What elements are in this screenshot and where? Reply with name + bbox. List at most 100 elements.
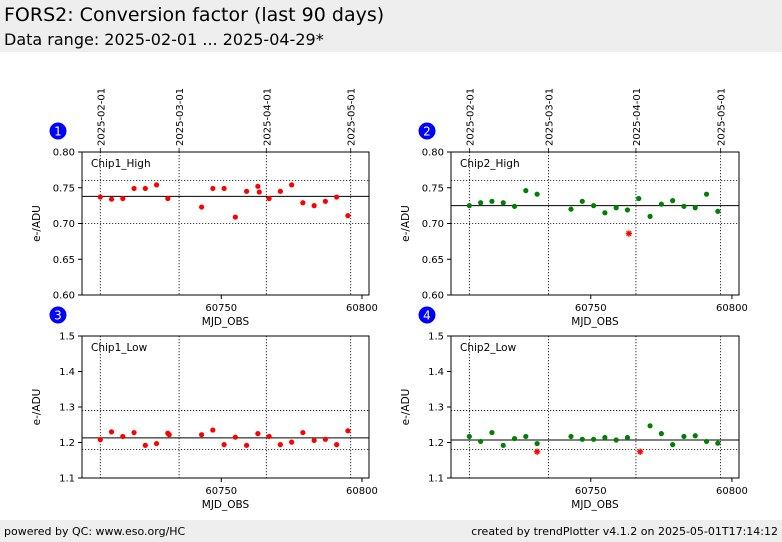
data-point [534,191,540,197]
x-tick-label: 60800 [346,303,378,314]
data-point [624,207,631,213]
data-point [613,437,619,443]
data-point [602,210,608,216]
y-tick-label: 1.1 [428,474,444,485]
y-tick-label: 1.5 [59,332,75,343]
x-axis-label: MJD_OBS [571,316,619,328]
panel-number-badge [49,122,67,140]
date-tick-label: 2025-03-01 [544,88,555,146]
data-point [523,433,529,440]
data-point [345,213,351,219]
data-point [579,198,585,204]
panel-number: 3 [54,309,62,323]
trend-plots: 2025-02-01 2025-03-01 2025-04-01 2025-05-01… [31,88,748,511]
date-tick-label: 2025-03-01 [175,88,186,146]
data-point [244,188,250,194]
data-point [153,182,160,188]
data-point [210,427,216,433]
report-header: FORS2: Conversion factor (last 90 days) … [0,0,782,52]
data-point [256,189,262,195]
data-point [131,429,137,436]
plot-frame [450,335,740,479]
data-point [523,188,529,194]
data-point [221,442,227,448]
data-point [266,433,272,440]
data-point [266,195,272,202]
data-point [715,208,721,214]
panel-number: 4 [423,309,431,323]
data-point [255,183,261,189]
data-point [681,203,687,209]
panel-label: Chip1_Low [91,342,148,354]
data-point [300,200,306,206]
data-point [221,185,227,192]
data-point [670,442,676,448]
data-point [131,185,137,192]
x-axis-label: MJD_OBS [202,316,250,328]
y-tick-label: 0.80 [53,148,75,159]
data-point [590,203,597,209]
data-point [97,194,103,200]
y-tick-label: 0.65 [53,255,75,266]
x-tick-label: 60800 [716,303,748,314]
date-tick-label: 2025-05-01 [347,88,358,146]
x-tick-label: 60750 [575,303,607,314]
date-tick-label: 2025-02-01 [465,88,476,146]
data-point [703,438,710,445]
panel-number: 2 [423,125,431,139]
data-point [500,442,506,448]
data-point [478,200,484,206]
data-point [232,214,238,220]
data-point [568,433,574,440]
data-point [568,206,574,212]
data-point [647,213,653,219]
data-point [334,194,340,200]
data-point [500,200,506,206]
report-subtitle: Data range: 2025-02-01 ... 2025-04-29* [4,30,324,49]
panel-label: Chip1_High [91,158,151,170]
y-tick-label: 0.75 [422,183,444,194]
data-point [624,434,631,441]
data-point [277,442,283,448]
y-tick-label: 1.1 [59,474,75,485]
data-point [108,429,115,435]
x-tick-label: 60800 [346,486,378,497]
data-point [579,436,585,442]
data-point [489,198,495,204]
date-tick-label: 2025-02-01 [96,88,107,146]
y-tick-label: 0.60 [53,291,75,302]
x-axis-label: MJD_OBS [202,499,250,511]
y-tick-label: 0.75 [53,183,75,194]
data-point [210,185,216,192]
data-point [198,432,205,438]
data-point [489,429,495,436]
data-point [289,439,295,445]
data-point [534,440,540,447]
data-point [511,435,518,442]
date-tick-label: 2025-04-01 [632,88,643,146]
data-point [511,203,518,209]
x-tick-label: 60750 [205,303,237,314]
data-point [232,434,238,440]
data-point [670,198,676,204]
y-tick-label: 0.80 [422,148,444,159]
data-point [692,205,698,211]
data-point [345,428,351,434]
panel-label: Chip2_Low [460,342,517,354]
data-point [165,195,171,202]
report-footer: powered by QC: www.eso.org/HC created by… [0,520,782,542]
footer-credit: powered by QC: www.eso.org/HC [4,525,186,538]
panel-number-badge [418,122,436,140]
data-point [289,182,295,188]
data-point [703,191,710,197]
y-tick-label: 1.4 [59,367,75,378]
data-point [715,440,721,446]
y-tick-label: 0.70 [422,219,444,230]
data-point [636,195,642,202]
y-tick-label: 1.2 [428,438,444,449]
data-point [334,442,340,448]
data-point [142,442,148,448]
y-tick-label: 1.2 [59,438,75,449]
plot-frame [81,335,370,479]
date-tick-label: 2025-05-01 [717,88,728,146]
